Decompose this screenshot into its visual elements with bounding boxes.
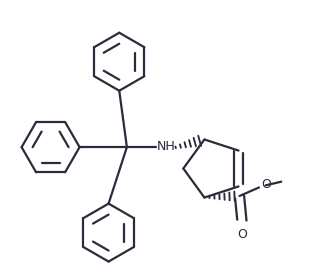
Text: NH: NH [157,140,175,153]
Text: O: O [262,178,271,191]
Text: O: O [237,228,247,241]
